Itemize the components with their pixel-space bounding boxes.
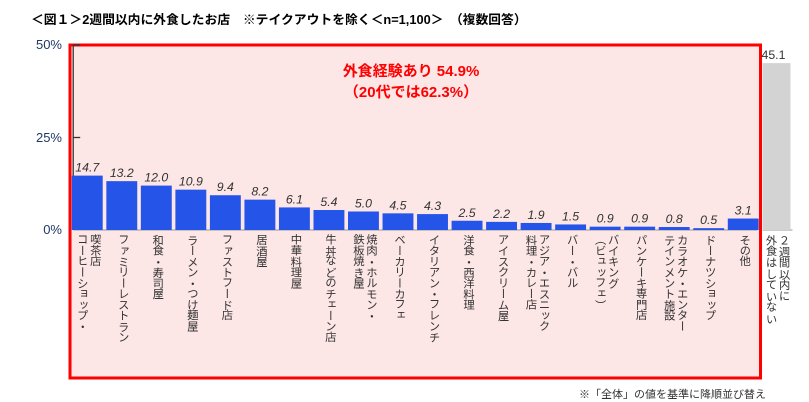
svg-text:6.1: 6.1 <box>286 192 303 206</box>
svg-text:3.1: 3.1 <box>735 204 752 218</box>
svg-text:4.5: 4.5 <box>389 198 406 212</box>
svg-text:1.5: 1.5 <box>562 209 579 223</box>
svg-text:2.2: 2.2 <box>492 207 510 221</box>
svg-text:5.4: 5.4 <box>320 195 337 209</box>
svg-text:13.2: 13.2 <box>110 166 134 180</box>
svg-text:4.3: 4.3 <box>424 199 441 213</box>
svg-text:0.8: 0.8 <box>666 212 683 226</box>
svg-text:12.0: 12.0 <box>144 171 168 185</box>
svg-text:14.7: 14.7 <box>75 161 100 175</box>
svg-text:10.9: 10.9 <box>179 175 203 189</box>
svg-text:8.2: 8.2 <box>251 185 268 199</box>
svg-text:0.9: 0.9 <box>597 212 614 226</box>
svg-text:1.9: 1.9 <box>528 208 545 222</box>
svg-text:0.5: 0.5 <box>700 213 717 227</box>
svg-text:0.9: 0.9 <box>631 212 648 226</box>
svg-text:9.4: 9.4 <box>217 180 234 194</box>
svg-text:2.5: 2.5 <box>457 206 475 220</box>
svg-text:45.1: 45.1 <box>762 48 786 62</box>
svg-text:5.0: 5.0 <box>355 197 372 211</box>
